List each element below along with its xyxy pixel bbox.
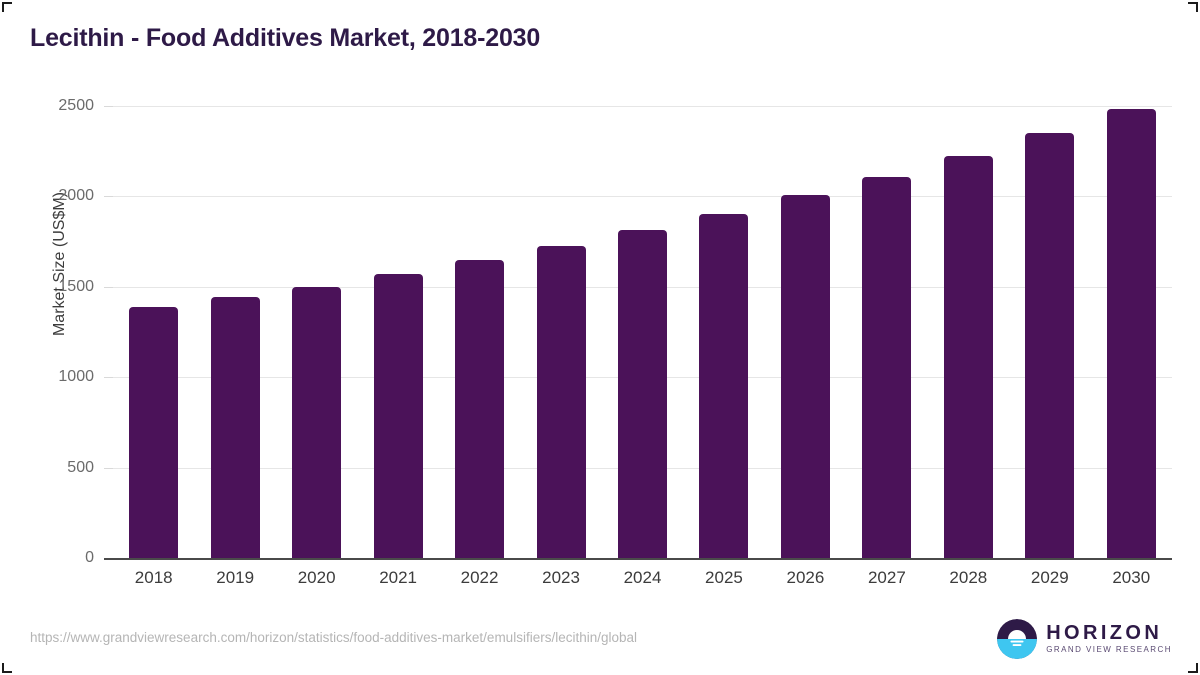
y-axis-tick-label: 2000 [58,187,94,205]
y-axis-tick-label: 1000 [58,368,94,386]
y-axis-tickmark [104,106,113,107]
x-axis-tick-label-2028: 2028 [949,568,988,587]
bar-2027[interactable] [862,176,912,558]
horizon-sun-circle-icon [997,619,1038,659]
gridline [113,106,1172,107]
logo-subtitle: GRAND VIEW RESEARCH [1046,645,1172,655]
y-axis-tickmark [104,196,113,198]
bar-2018[interactable] [129,307,179,558]
bar-2023[interactable] [536,245,586,558]
source-url[interactable]: https://www.grandviewresearch.com/horizo… [30,630,637,645]
bar-2020[interactable] [292,287,342,558]
logo-title: HORIZON [1046,622,1163,645]
y-axis-tickmark [104,377,113,379]
y-axis-tickmark [104,467,113,469]
x-axis-line [104,558,1172,560]
x-axis-tick-label-2021: 2021 [379,568,418,587]
x-axis-tick-label-2018: 2018 [134,568,173,587]
x-axis-tick-label-2019: 2019 [216,568,255,587]
y-axis-tick-label: 1500 [58,277,94,295]
x-axis-tick-label-2030: 2030 [1112,568,1151,587]
x-axis-tick-label-2023: 2023 [542,568,580,587]
y-axis-tickmark [104,286,113,288]
y-axis-tick-label: 500 [67,458,94,476]
x-axis-tick-label-2026: 2026 [786,568,825,587]
y-axis-tick-label: 0 [85,549,94,566]
logo-text: HORIZON GRAND VIEW RESEARCH [1046,623,1172,655]
page-title: Lecithin - Food Additives Market, 2018-2… [30,24,541,52]
bar-2021[interactable] [373,273,423,558]
x-axis-tick-label-2022: 2022 [460,568,499,587]
x-axis-tick-label-2029: 2029 [1030,568,1069,587]
horizon-logo[interactable]: HORIZON GRAND VIEW RESEARCH [997,618,1172,660]
bar-2022[interactable] [455,260,505,558]
x-axis-tick-label-2020: 2020 [297,568,336,587]
bar-2019[interactable] [210,296,260,558]
x-axis-tick-label-2024: 2024 [623,568,662,587]
x-axis-tick-label-2025: 2025 [705,568,743,587]
gridline [113,196,1172,198]
x-axis-tick-label-2027: 2027 [867,568,906,587]
y-axis-title: Market Size (US$M) [51,191,68,337]
bar-2025[interactable] [699,213,749,558]
bar-2026[interactable] [780,195,830,558]
y-axis-tick-label: 2500 [58,97,94,114]
bar-2028[interactable] [943,155,993,558]
bar-2024[interactable] [618,230,667,558]
bar-2029[interactable] [1025,133,1075,558]
bar-2030[interactable] [1106,109,1156,558]
